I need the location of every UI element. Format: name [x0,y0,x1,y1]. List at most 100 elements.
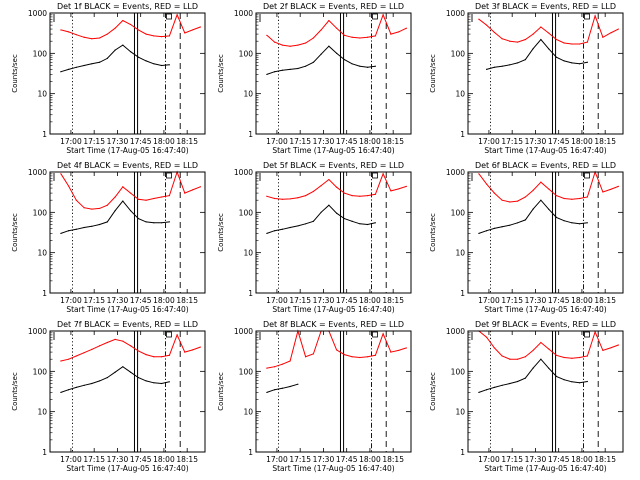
chart-title: Det 7f BLACK = Events, RED = LLD [57,320,198,329]
y-tick-label: 1 [42,289,47,298]
lld-point [571,43,573,45]
lld-point [382,173,384,175]
lld-point [199,346,201,348]
events-point [130,371,132,373]
lld-point [602,191,604,193]
lld-point [91,38,93,40]
events-point [68,230,70,232]
y-tick-label: 10 [37,408,47,417]
y-tick-label: 100 [33,367,48,376]
events-point [83,226,85,229]
events-point [509,64,511,66]
lld-point [540,341,542,344]
series-line-events [486,38,588,70]
events-point [563,379,565,381]
plot-frame [467,171,624,294]
y-tick-label: 1000 [28,168,47,177]
events-point [328,204,330,206]
series-line-lld [478,330,619,360]
lld-point [343,353,345,356]
lld-point [509,358,511,360]
plot-frame [255,12,412,135]
attenuator-square-marker [166,13,172,20]
x-tick-label: 17:30 [107,455,129,464]
x-tick-label: 18:00 [359,455,381,464]
lld-point [266,195,268,197]
lld-point [114,196,116,198]
lld-point [75,355,77,357]
x-tick-label: 17:00 [478,137,500,146]
events-point [374,65,376,67]
lld-point [548,32,550,34]
lld-point [390,351,392,353]
x-tick-label: 18:15 [176,455,198,464]
chart-title: Det 1f BLACK = Events, RED = LLD [57,2,198,11]
events-point [60,232,62,235]
lld-point [161,35,163,38]
lld-point [390,190,392,192]
events-point [367,223,369,226]
lld-point [501,199,503,201]
plot-frame [49,171,206,294]
series-line-lld [478,170,619,203]
chart-panel-5: Det 5f BLACK = Events, RED = LLD Counts/s… [217,161,412,314]
x-tick-label: 18:15 [594,137,616,146]
lld-point [137,29,139,31]
lld-point [114,338,116,340]
y-tick-label: 1 [42,130,47,139]
y-tick-label: 100 [451,49,466,58]
lld-point [99,345,101,347]
lld-point [184,32,186,34]
lld-point [586,196,588,198]
events-point [145,380,147,382]
series-line-events [60,366,170,393]
lld-point [75,199,77,201]
chart-panel-3: Det 3f BLACK = Events, RED = LLD Counts/s… [429,2,624,155]
events-point [571,62,573,64]
lld-point [312,190,314,193]
lld-point [367,356,369,358]
lld-point [486,24,488,26]
lld-point [359,356,361,359]
events-point [540,199,542,201]
series-line-events [266,45,376,75]
events-point [343,58,345,61]
lld-point [68,31,70,33]
lld-point [312,37,314,39]
events-point [83,384,85,386]
lld-point [594,331,596,333]
lld-point [91,348,93,350]
events-point [579,63,581,65]
series-line-events [60,44,170,73]
lld-point [617,344,619,346]
lld-point [161,196,163,198]
events-point [168,64,170,66]
x-tick-label: 17:15 [501,137,523,146]
lld-point [184,351,186,353]
lld-point [145,353,147,356]
y-axis-label: Counts/sec [11,213,19,252]
events-point [114,49,116,51]
x-tick-label: 17:30 [525,455,547,464]
events-point [579,382,581,384]
y-axis-label: Counts/sec [429,372,437,411]
events-point [75,228,77,230]
lld-point [297,44,299,46]
lld-point [586,41,588,43]
lld-point [130,345,132,347]
lld-point [328,178,330,181]
y-tick-label: 10 [243,408,253,417]
events-point [351,220,353,222]
series-line-lld [60,333,201,362]
x-tick-label: 17:30 [313,455,335,464]
lld-point [351,194,353,197]
lld-point [390,33,392,35]
lld-point [579,43,581,45]
lld-point [478,173,480,175]
lld-point [199,26,201,28]
lld-point [68,185,70,187]
lld-point [486,336,488,338]
chart-title: Det 8f BLACK = Events, RED = LLD [263,320,404,329]
events-point [281,69,283,71]
lld-point [509,40,511,42]
